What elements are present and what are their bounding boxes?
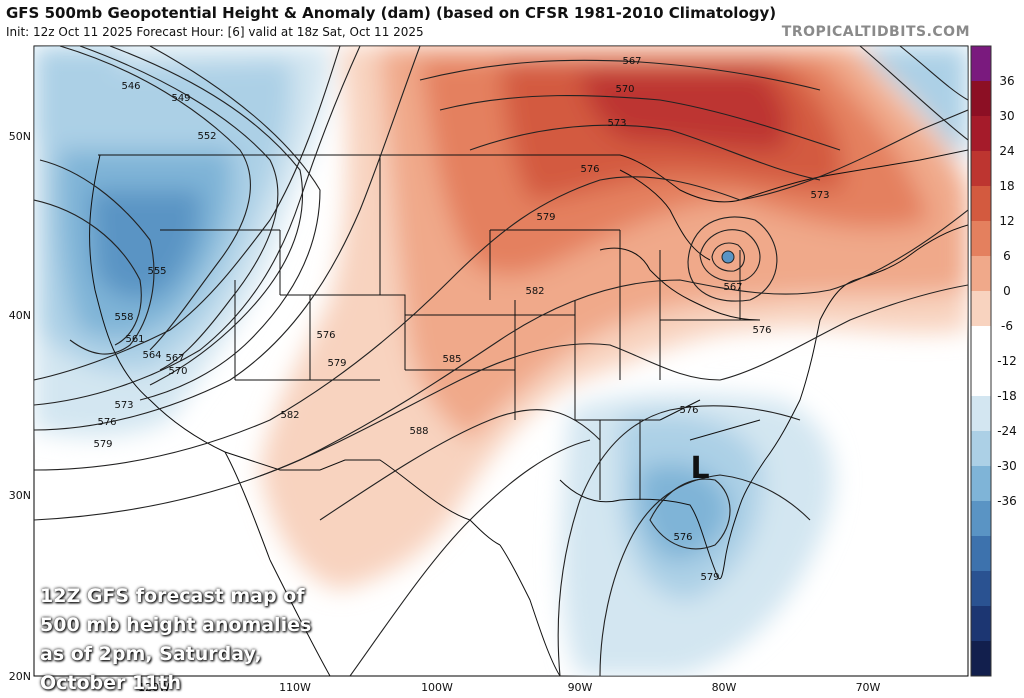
contour-label: 549 bbox=[171, 93, 190, 104]
lon-label-100w: 100W bbox=[421, 681, 453, 694]
contour-label: 558 bbox=[114, 312, 133, 323]
colorbar-segment bbox=[971, 536, 991, 572]
contour-label: 567 bbox=[622, 56, 641, 67]
colorbar-segment bbox=[971, 431, 991, 467]
contour-label: 576 bbox=[679, 405, 698, 416]
colorbar-outline bbox=[970, 45, 992, 677]
contour-label: 588 bbox=[409, 426, 428, 437]
contour-label: 567 bbox=[165, 353, 184, 364]
longitude-labels: 120W 110W 100W 90W 80W 70W bbox=[138, 681, 880, 694]
colorbar-segment bbox=[971, 396, 991, 432]
colorbar-tick-label: -12 bbox=[997, 354, 1017, 368]
colorbar-segment bbox=[971, 46, 991, 82]
contour-label: 573 bbox=[114, 400, 133, 411]
low-center-ring bbox=[721, 250, 735, 264]
lon-label-70w: 70W bbox=[856, 681, 881, 694]
anomaly-shading bbox=[34, 46, 968, 676]
contour-label: 579 bbox=[700, 572, 719, 583]
map-subtitle: Init: 12z Oct 11 2025 Forecast Hour: [6]… bbox=[6, 25, 424, 39]
contour-label: 576 bbox=[752, 325, 771, 336]
contour-label: 561 bbox=[125, 334, 144, 345]
lon-label-120w: 120W bbox=[138, 681, 170, 694]
colorbar-tick-label: 36 bbox=[999, 74, 1014, 88]
colorbar-segment bbox=[971, 501, 991, 537]
colorbar-segment bbox=[971, 291, 991, 327]
contour-label: 570 bbox=[615, 84, 634, 95]
anomaly-colorbar bbox=[970, 45, 992, 677]
contour-label: 576 bbox=[580, 164, 599, 175]
contour-label: 585 bbox=[442, 354, 461, 365]
contour-label-579-west: 579 bbox=[327, 358, 346, 369]
colorbar-tick-label: 24 bbox=[999, 144, 1014, 158]
colorbar-segment bbox=[971, 361, 991, 397]
lon-label-110w: 110W bbox=[279, 681, 311, 694]
contour-label: 564 bbox=[142, 350, 161, 361]
contour-label: 582 bbox=[525, 286, 544, 297]
colorbar-tick-label: 6 bbox=[1003, 249, 1011, 263]
contour-value-labels: 546 549 552 555 558 561 564 567 570 573 … bbox=[93, 56, 829, 583]
colorbar-segment bbox=[971, 151, 991, 187]
colorbar-segment bbox=[971, 326, 991, 362]
colorbar-segment bbox=[971, 571, 991, 607]
colorbar-tick-label: -6 bbox=[1001, 319, 1013, 333]
colorbar-tick-label: -36 bbox=[997, 494, 1017, 508]
colorbar-segment bbox=[971, 116, 991, 152]
site-credit: TROPICALTIDBITS.COM bbox=[781, 24, 970, 40]
lat-label-50n: 50N bbox=[9, 130, 31, 143]
lat-label-30n: 30N bbox=[9, 489, 31, 502]
contour-label: 573 bbox=[810, 190, 829, 201]
map-caption: 12Z GFS forecast map of 500 mb height an… bbox=[40, 585, 312, 694]
colorbar-tick-labels: 36 30 24 18 12 6 0 -6 -12 -18 -24 -30 -36 bbox=[997, 74, 1017, 508]
latitude-labels: 50N 40N 30N 20N bbox=[9, 130, 31, 683]
contour-label: 555 bbox=[147, 266, 166, 277]
colorbar-segment bbox=[971, 81, 991, 117]
contour-label-576-west: 576 bbox=[316, 330, 335, 341]
contour-label: 570 bbox=[168, 366, 187, 377]
low-pressure-marker: L bbox=[690, 451, 709, 486]
map-title: GFS 500mb Geopotential Height & Anomaly … bbox=[6, 4, 777, 22]
contour-label: 546 bbox=[121, 81, 140, 92]
colorbar-tick-label: -24 bbox=[997, 424, 1017, 438]
lat-label-40n: 40N bbox=[9, 309, 31, 322]
colorbar-segment bbox=[971, 606, 991, 642]
contour-label: 573 bbox=[607, 118, 626, 129]
colorbar-tick-label: 30 bbox=[999, 109, 1014, 123]
colorbar-segment bbox=[971, 641, 991, 677]
lat-label-20n: 20N bbox=[9, 670, 31, 683]
lon-label-80w: 80W bbox=[712, 681, 737, 694]
contour-label: 552 bbox=[197, 131, 216, 142]
contour-label: 567 bbox=[723, 282, 742, 293]
colorbar-tick-label: 0 bbox=[1003, 284, 1011, 298]
colorbar-segment bbox=[971, 256, 991, 292]
colorbar-tick-label: 12 bbox=[999, 214, 1014, 228]
colorbar-segment bbox=[971, 186, 991, 222]
colorbar-segment bbox=[971, 466, 991, 502]
colorbar-tick-label: -30 bbox=[997, 459, 1017, 473]
height-contours bbox=[34, 46, 968, 676]
contour-label: 579 bbox=[93, 439, 112, 450]
contour-label: 582 bbox=[280, 410, 299, 421]
contour-label: 576 bbox=[97, 417, 116, 428]
colorbar-tick-label: 18 bbox=[999, 179, 1014, 193]
colorbar-tick-label: -18 bbox=[997, 389, 1017, 403]
contour-label: 576 bbox=[673, 532, 692, 543]
colorbar-segment bbox=[971, 221, 991, 257]
contour-label: 579 bbox=[536, 212, 555, 223]
lon-label-90w: 90W bbox=[568, 681, 593, 694]
